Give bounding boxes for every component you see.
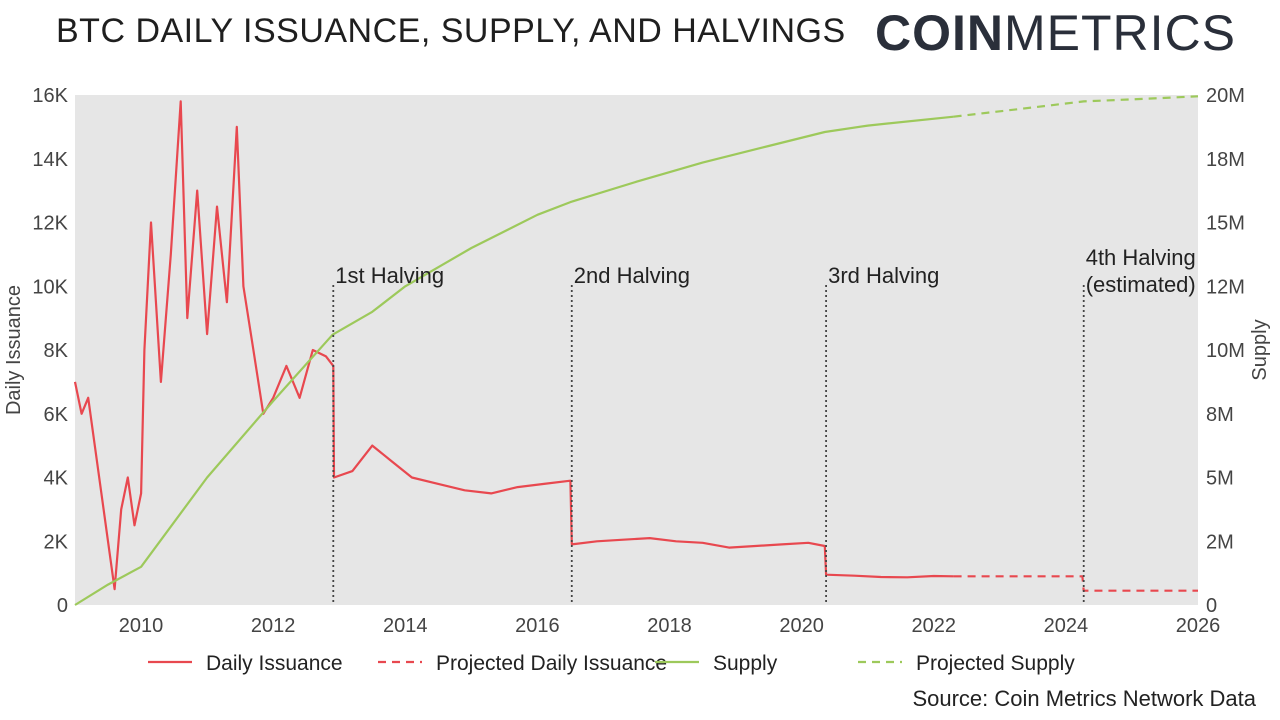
y-left-tick-label: 0 (57, 595, 68, 617)
y-left-tick-label: 8K (44, 340, 69, 362)
series-supply (74, 115, 954, 606)
x-tick-label: 2020 (779, 615, 824, 637)
legend-label: Supply (713, 652, 778, 675)
legend-item: Projected Supply (858, 652, 1075, 675)
legend-item: Supply (655, 652, 778, 675)
y-right-tick-label: 20M (1206, 85, 1245, 107)
coinmetrics-logo: COINMETRICS (875, 4, 1236, 62)
y-left-axis-label: Daily Issuance (3, 285, 25, 415)
logo-light-text: METRICS (1004, 5, 1236, 61)
x-tick-label: 2022 (912, 615, 957, 637)
halving-label: 3rd Halving (828, 263, 939, 288)
y-left-tick-label: 6K (44, 404, 69, 426)
legend-label: Projected Daily Issuance (436, 652, 667, 675)
y-right-tick-label: 2M (1206, 531, 1234, 553)
x-tick-label: 2012 (251, 615, 296, 637)
x-tick-label: 2014 (383, 615, 428, 637)
chart-title: BTC DAILY ISSUANCE, SUPPLY, AND HALVINGS (56, 12, 846, 50)
y-left-tick-label: 2K (44, 531, 69, 553)
halving-label: (estimated) (1086, 272, 1196, 297)
legend-label: Daily Issuance (206, 652, 343, 675)
logo-bold-text: COIN (875, 5, 1004, 61)
y-right-tick-label: 15M (1206, 213, 1245, 235)
x-tick-label: 2024 (1044, 615, 1089, 637)
legend-label: Projected Supply (916, 652, 1075, 675)
y-right-tick-label: 10M (1206, 340, 1245, 362)
x-tick-label: 2026 (1176, 615, 1221, 637)
series-projected-daily-issuance (953, 575, 1198, 592)
x-tick-label: 2010 (119, 615, 164, 637)
halving-label: 1st Halving (335, 263, 444, 288)
y-left-tick-label: 12K (32, 213, 68, 235)
y-right-tick-label: 18M (1206, 149, 1245, 171)
legend-item: Projected Daily Issuance (378, 652, 667, 675)
halving-label: 2nd Halving (574, 263, 690, 288)
halving-label: 4th Halving (1086, 245, 1196, 270)
y-left-tick-label: 10K (32, 276, 68, 298)
y-right-tick-label: 12M (1206, 276, 1245, 298)
y-right-tick-label: 8M (1206, 404, 1234, 426)
y-right-axis-label: Supply (1249, 319, 1271, 380)
series-projected-supply (953, 95, 1199, 118)
y-right-tick-label: 0 (1206, 595, 1217, 617)
x-tick-label: 2018 (647, 615, 692, 637)
y-left-tick-label: 14K (32, 149, 68, 171)
y-left-tick-label: 16K (32, 85, 68, 107)
legend-item: Daily Issuance (148, 652, 343, 675)
plot-area (75, 95, 1198, 605)
series-daily-issuance (73, 100, 954, 591)
x-tick-label: 2016 (515, 615, 560, 637)
source-note: Source: Coin Metrics Network Data (912, 686, 1256, 711)
y-right-tick-label: 5M (1206, 468, 1234, 490)
y-left-tick-label: 4K (44, 468, 69, 490)
